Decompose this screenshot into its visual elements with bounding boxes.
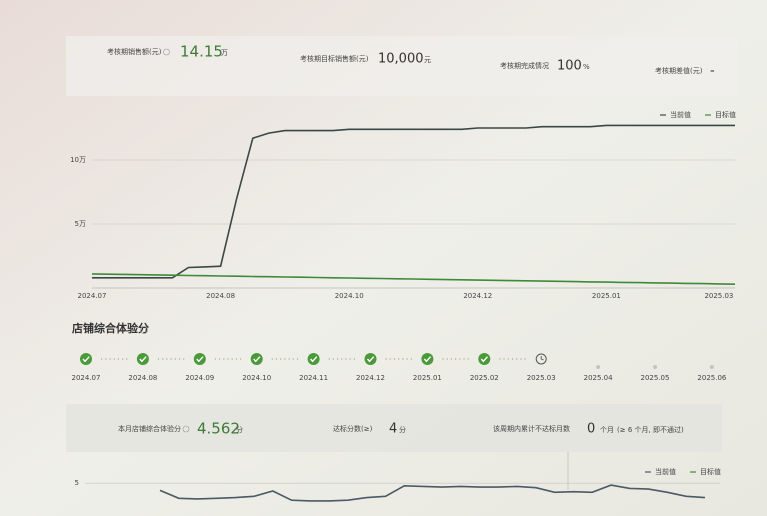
month-label: 2025.05	[641, 374, 670, 382]
month-label: 2024.08	[128, 374, 157, 382]
series-line	[92, 124, 735, 279]
score-value: 4.562	[197, 420, 240, 438]
stat-unit: 万	[221, 49, 228, 57]
info-icon	[140, 326, 148, 334]
legend-label: 目标值	[700, 467, 721, 476]
check-mark	[82, 356, 90, 363]
score-unit: 分	[236, 425, 243, 434]
score-unit: 分	[399, 425, 406, 434]
section-title: 店铺综合体验分	[72, 321, 149, 335]
status-pending	[535, 353, 547, 365]
stat-value: -	[710, 64, 715, 79]
score-label: 该周期内累计不达标月数	[493, 424, 570, 433]
series-line	[91, 273, 736, 285]
status-done	[80, 353, 92, 365]
check-mark	[366, 356, 375, 363]
status-done	[307, 353, 320, 365]
x-tick-label: 2025.01	[592, 292, 621, 300]
check-mark	[196, 356, 204, 363]
month-label: 2024.10	[242, 374, 271, 382]
info-icon	[163, 48, 170, 56]
series-line	[159, 484, 706, 502]
y-tick-label: 5	[75, 479, 79, 487]
y-tick-label: 10万	[70, 156, 86, 164]
stat-label: 考核期差值(元)	[655, 66, 703, 75]
month-label: 2025.01	[413, 374, 442, 382]
score-label: 达标分数(≥)	[333, 424, 373, 433]
month-label: 2025.03	[527, 374, 556, 382]
x-tick-label: 2024.08	[206, 292, 235, 300]
check-mark	[253, 356, 261, 363]
status-future	[596, 365, 601, 369]
legend-label: 当前值	[670, 110, 691, 119]
x-tick-label: 2024.07	[78, 292, 107, 300]
month-label: 2024.12	[356, 374, 385, 382]
x-tick-label: 2024.12	[463, 292, 492, 300]
stat-label: 考核期销售额(元)	[107, 47, 162, 56]
check-mark	[423, 356, 432, 363]
status-future	[653, 365, 657, 369]
month-label: 2024.07	[72, 374, 101, 382]
check-mark	[139, 356, 147, 363]
x-tick-label: 2024.10	[335, 292, 364, 300]
status-done	[250, 353, 263, 365]
stat-value: 14.15	[180, 43, 223, 61]
status-done	[136, 353, 149, 365]
score-card	[66, 404, 722, 452]
clock-hands	[540, 356, 544, 361]
check-mark	[310, 356, 318, 363]
score-value: 4	[389, 422, 397, 437]
stats-card	[66, 36, 738, 96]
x-tick-label: 2025.03	[704, 292, 733, 300]
status-done	[421, 353, 434, 365]
status-done	[364, 353, 377, 365]
legend-label: 目标值	[715, 110, 736, 119]
stat-value: 100	[557, 59, 582, 74]
stat-label: 考核期目标销售额(元)	[300, 54, 369, 63]
y-tick-label: 5万	[75, 220, 86, 228]
month-label: 2025.04	[584, 374, 613, 382]
status-done	[478, 353, 491, 365]
score-value: 0	[587, 422, 595, 437]
month-label: 2025.02	[470, 374, 499, 382]
status-done	[193, 353, 206, 365]
month-label: 2024.09	[185, 374, 214, 382]
score-label: 本月店铺综合体验分	[118, 424, 181, 433]
month-label: 2024.11	[299, 374, 328, 382]
stat-unit: %	[583, 63, 590, 71]
stat-value: 10,000	[378, 52, 424, 67]
score-unit: 个月	[600, 426, 614, 434]
stat-unit: 元	[424, 56, 431, 64]
status-future	[709, 365, 714, 369]
legend-label: 当前值	[655, 467, 676, 476]
month-label: 2025.06	[697, 374, 726, 382]
info-icon	[182, 425, 190, 433]
check-mark	[480, 356, 489, 363]
score-note: (≥ 6 个月, 即不通过)	[617, 425, 684, 434]
stat-label: 考核期完成情况	[500, 61, 549, 70]
